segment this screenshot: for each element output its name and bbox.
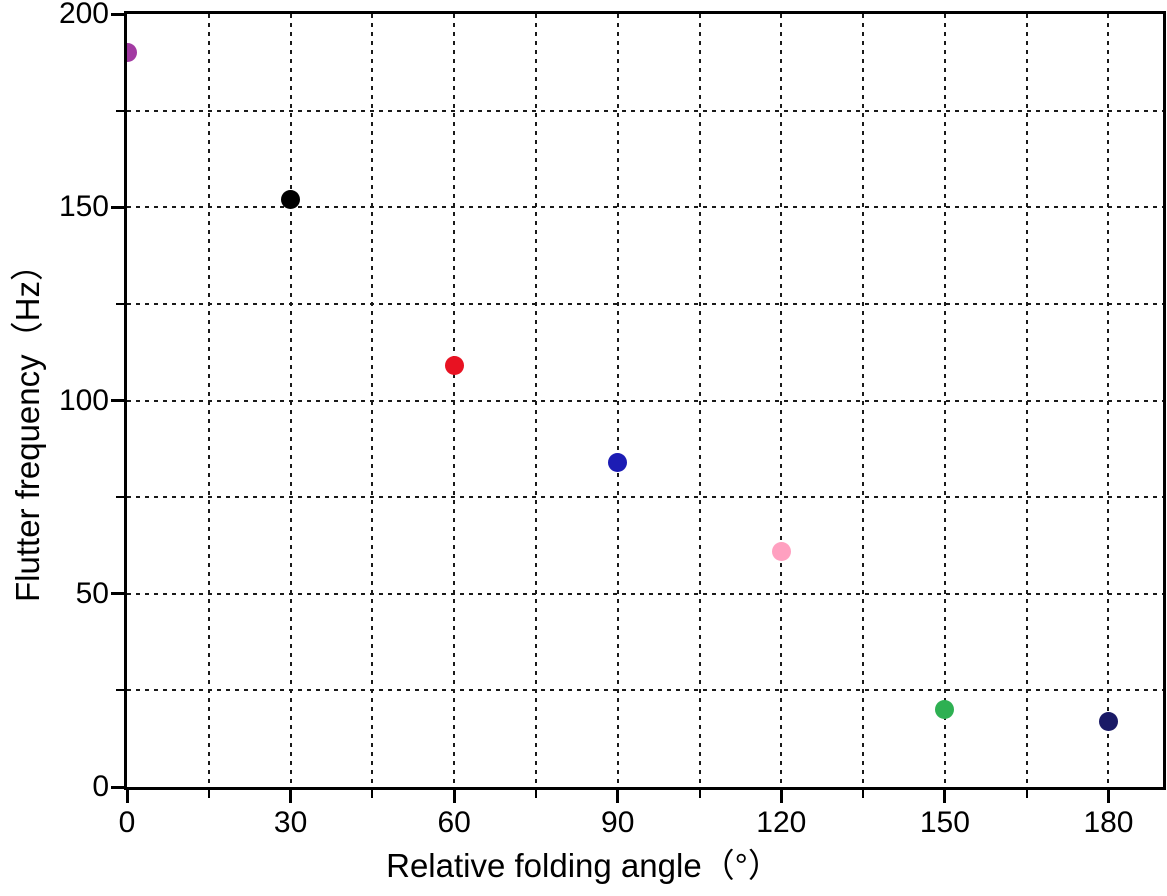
y-axis-title: Flutter frequency（Hz） (9, 248, 46, 602)
x-axis-major-tick (616, 790, 620, 803)
data-point (935, 700, 955, 720)
horizontal-gridline (127, 206, 1163, 209)
x-axis-minor-tick (862, 790, 865, 798)
x-axis-title: Relative folding angle（°） (386, 847, 781, 884)
y-tick-label: 50 (75, 576, 109, 610)
y-axis-major-tick (111, 205, 124, 209)
data-point (127, 43, 137, 63)
horizontal-gridline (127, 496, 1163, 499)
x-tick-label: 30 (273, 806, 308, 839)
horizontal-gridline (127, 109, 1163, 112)
x-axis-major-tick (943, 790, 947, 803)
x-axis-minor-tick (207, 790, 210, 798)
x-axis-major-tick (289, 790, 293, 803)
x-axis-major-tick (1106, 790, 1110, 803)
data-point (608, 452, 628, 472)
data-point (771, 541, 791, 561)
horizontal-gridline (127, 592, 1163, 595)
y-tick-label: 100 (58, 383, 109, 417)
data-point (1098, 711, 1118, 731)
x-tick-label: 0 (118, 806, 136, 839)
y-axis-major-tick (111, 785, 124, 789)
y-axis-major-tick (111, 12, 124, 16)
x-axis-major-tick (125, 790, 129, 803)
x-axis-major-tick (452, 790, 456, 803)
y-axis-minor-tick (116, 689, 124, 692)
y-axis-minor-tick (116, 302, 124, 305)
y-tick-label: 0 (92, 770, 109, 803)
horizontal-gridline (127, 302, 1163, 305)
x-tick-label: 150 (919, 806, 970, 839)
x-axis-minor-tick (371, 790, 374, 798)
x-axis-minor-tick (698, 790, 701, 798)
x-axis-major-tick (779, 790, 783, 803)
x-axis-minor-tick (1025, 790, 1028, 798)
horizontal-gridline (127, 399, 1163, 402)
x-tick-label: 120 (756, 806, 807, 839)
x-tick-label: 60 (437, 806, 471, 839)
x-tick-label: 90 (601, 806, 635, 839)
data-point (444, 356, 464, 376)
x-axis-minor-tick (534, 790, 537, 798)
data-point (281, 190, 301, 210)
x-tick-label: 180 (1083, 806, 1134, 839)
y-axis-minor-tick (116, 109, 124, 112)
horizontal-gridline (127, 689, 1163, 692)
y-axis-minor-tick (116, 496, 124, 499)
y-axis-major-tick (111, 399, 124, 402)
y-tick-label: 150 (58, 190, 109, 224)
y-tick-label: 200 (58, 0, 109, 30)
plot-area (124, 11, 1166, 790)
y-axis-major-tick (111, 592, 124, 596)
